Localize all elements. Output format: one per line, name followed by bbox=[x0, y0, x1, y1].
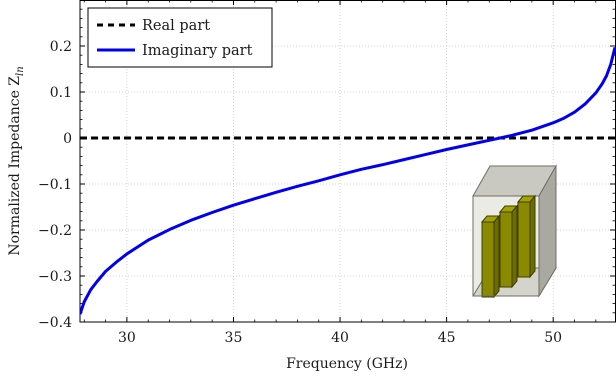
x-axis-label: Frequency (GHz) bbox=[286, 356, 408, 372]
y-tick-label: 0.1 bbox=[50, 85, 72, 101]
x-tick-label: 50 bbox=[544, 330, 562, 346]
x-tick-label: 35 bbox=[225, 330, 243, 346]
y-axis-label: Normalized Impedance Zln bbox=[7, 66, 26, 255]
x-tick-labels: 30 35 40 45 50 bbox=[118, 330, 562, 346]
y-axis-label-main: Normalized Impedance Z bbox=[7, 76, 23, 256]
x-tick-label: 40 bbox=[331, 330, 349, 346]
y-axis-label-subscript: ln bbox=[15, 66, 26, 76]
inset-post-2 bbox=[498, 204, 519, 289]
x-tick-label: 45 bbox=[438, 330, 456, 346]
x-tick-label: 30 bbox=[118, 330, 136, 346]
legend: Real part Imaginary part bbox=[87, 7, 273, 68]
series-group bbox=[80, 47, 616, 315]
inset-front-edge bbox=[472, 196, 539, 297]
axis-ticks bbox=[80, 0, 615, 323]
inset-post-3 bbox=[516, 194, 537, 279]
waveguide-3d-model-icon bbox=[472, 164, 557, 299]
y-tick-label: −0.2 bbox=[38, 223, 72, 239]
inset-side-wall bbox=[538, 164, 557, 298]
y-tick-labels: −0.4 −0.3 −0.2 −0.1 0 0.1 0.2 bbox=[38, 39, 72, 331]
inset-post-1 bbox=[480, 214, 501, 299]
y-tick-label: −0.1 bbox=[38, 177, 72, 193]
series-line-imaginary-part bbox=[80, 47, 616, 315]
y-tick-label: −0.4 bbox=[38, 315, 72, 331]
y-tick-label: 0.2 bbox=[50, 39, 72, 55]
legend-box bbox=[87, 7, 273, 68]
y-tick-label: 0 bbox=[63, 131, 72, 147]
legend-label-real-part: Real part bbox=[142, 18, 210, 34]
legend-label-imaginary-part: Imaginary part bbox=[142, 43, 253, 59]
y-tick-label: −0.3 bbox=[38, 269, 72, 285]
